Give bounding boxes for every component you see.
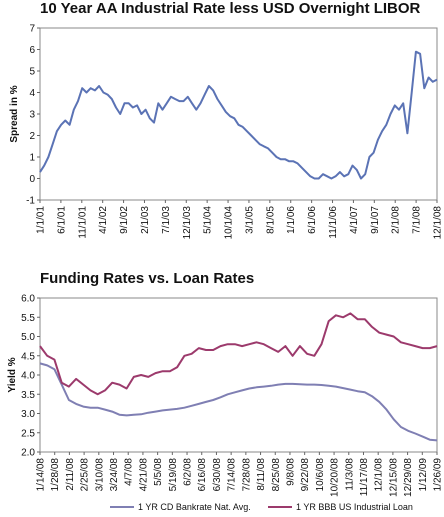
chart-1-ytick-label: 6 [29,45,35,56]
legend-label-1: 1 YR CD Bankrate Nat. Avg. [138,502,251,512]
chart-2-xtick-label: 1/14/08 [36,458,47,492]
chart-1-ytick-label: 0 [29,174,35,185]
chart-2-plot-frame [39,297,438,453]
chart-1-xtick-label: 6/1/06 [307,206,318,234]
chart-2-xtick-label: 6/16/08 [197,458,208,492]
chart-2-series-2-line [39,312,438,396]
chart-2-xtick-label: 4/7/08 [124,458,135,486]
chart-2-xtick-label: 2/25/08 [80,458,91,492]
chart-2-xtick-label: 7/28/08 [241,458,252,492]
chart-1-ytick-label: -1 [26,196,35,207]
chart-1-ytick-label: 1 [29,153,35,164]
chart-2-ytick-label: 4.0 [21,371,35,382]
chart-2-xtick-label: 4/21/08 [138,458,149,492]
chart-1-ytick-label: 4 [29,88,35,99]
chart-2-xtick-label: 10/6/08 [315,458,326,492]
chart-2-xtick-label: 9/22/08 [300,458,311,492]
chart-1-ytick-label: 5 [29,67,35,78]
chart-1-xtick-label: 7/1/03 [161,206,172,234]
chart-1-xtick-label: 10/1/04 [224,206,235,240]
chart-1-xtick-label: 9/1/07 [370,206,381,234]
chart-2-ylabel: Yield % [7,357,18,392]
chart-2-xtick-label: 8/11/08 [256,458,267,491]
chart-1-xtick-label: 8/1/05 [265,206,276,234]
chart-1-xtick-label: 9/1/02 [119,206,130,234]
chart-2-xtick-label: 11/17/08 [359,458,370,497]
chart-1-xtick-label: 4/1/07 [349,206,360,234]
chart-2-xtick-label: 12/15/08 [388,458,399,497]
chart-1-ylabel: Spread in % [9,85,20,142]
chart-2-ytick-label: 2.0 [21,448,35,459]
chart-2-xtick-label: 9/8/08 [285,458,296,486]
chart-2-xtick-label: 5/19/08 [168,458,179,492]
chart-2-xtick-label: 6/30/08 [212,458,223,492]
chart-2-xtick-label: 6/2/08 [183,458,194,486]
legend-label-2: 1 YR BBB US Industrial Loan [296,502,413,512]
chart-2-ytick-label: 3.0 [21,409,35,420]
chart-2-xtick-label: 11/3/08 [344,458,355,491]
chart-1-xtick-label: 12/1/03 [182,206,193,240]
chart-2-ytick-label: 3.5 [21,390,35,401]
chart-1-xtick-label: 6/1/01 [56,206,67,234]
chart-2-xtick-label: 1/12/09 [418,458,429,492]
chart-2-xtick-label: 10/20/08 [330,458,341,497]
chart-2-ytick-label: 4.5 [21,351,35,362]
chart-2-ytick-label: 5.5 [21,313,35,324]
chart-1-ytick-label: 7 [29,24,35,35]
chart-1-ytick-label: 2 [29,131,35,142]
chart-2-xtick-label: 3/10/08 [94,458,105,492]
chart-1-ytick-label: 3 [29,110,35,121]
chart-2-ytick-label: 2.5 [21,428,35,439]
chart-1: -1 0 1 2 3 4 5 6 7 Spread in % 1/1/01 6/1/01 11/1/01… [9,24,444,240]
chart-1-xtick-label: 2/1/03 [140,206,151,234]
chart-2: 2.0 2.5 3.0 3.5 4.0 4.5 5.0 5.5 6.0 Yield % 1/14/0… [7,294,444,513]
chart-1-xtick-label: 5/1/04 [203,206,214,234]
chart-2-xtick-label: 2/11/08 [65,458,76,491]
chart-1-xtick-label: 2/1/08 [391,206,402,234]
chart-2-ytick-label: 6.0 [21,294,35,305]
chart-1-xtick-label: 12/1/08 [433,206,444,240]
chart-2-ytick-label: 5.0 [21,332,35,343]
chart-2-xtick-label: 8/25/08 [271,458,282,492]
chart-1-plot-frame [39,27,438,201]
chart-1-xtick-label: 11/1/06 [328,206,339,239]
chart-2-xtick-label: 5/5/08 [153,458,164,486]
chart-2-xtick-label: 1/28/08 [50,458,61,492]
chart-1-xtick-label: 11/1/01 [77,206,88,239]
chart-1-xtick-label: 1/1/01 [36,206,47,234]
chart-1-xtick-label: 1/1/06 [286,206,297,234]
chart-1-series-1-line [39,50,438,180]
chart-2-xtick-label: 7/14/08 [227,458,238,492]
chart-2-xtick-label: 12/1/08 [374,458,385,492]
chart-2-title: Funding Rates vs. Loan Rates [40,270,255,287]
chart-1-xtick-label: 4/1/02 [98,206,109,234]
chart-2-xtick-label: 1/26/09 [433,458,444,492]
chart-2-xtick-label: 12/29/08 [403,458,414,497]
chart-1-title: 10 Year AA Industrial Rate less USD Over… [40,0,421,17]
chart-1-xtick-label: 7/1/08 [412,206,423,234]
chart-2-xtick-label: 3/24/08 [109,458,120,492]
chart-1-xtick-label: 3/1/05 [244,206,255,234]
chart-2-series-1-line [39,362,438,442]
